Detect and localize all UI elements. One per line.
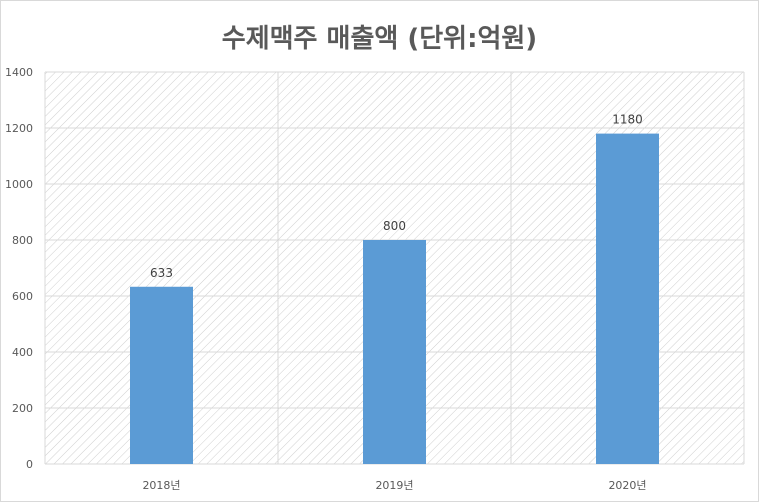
x-tick-label: 2019년	[375, 479, 413, 492]
data-label: 633	[150, 266, 173, 280]
y-tick-label: 1200	[5, 122, 33, 135]
x-tick-label: 2020년	[608, 479, 646, 492]
x-tick-label: 2018년	[142, 479, 180, 492]
y-tick-label: 600	[12, 290, 33, 303]
bar	[130, 286, 193, 464]
bar	[363, 240, 426, 464]
y-tick-label: 1400	[5, 66, 33, 79]
y-tick-label: 200	[12, 402, 33, 415]
chart-title: 수제맥주 매출액 (단위:억원)	[221, 24, 538, 54]
y-tick-label: 800	[12, 234, 33, 247]
bar	[596, 133, 659, 464]
y-tick-label: 1000	[5, 178, 33, 191]
y-tick-label: 0	[26, 458, 33, 471]
data-label: 1180	[612, 113, 643, 127]
data-label: 800	[383, 219, 406, 233]
y-tick-label: 400	[12, 346, 33, 359]
